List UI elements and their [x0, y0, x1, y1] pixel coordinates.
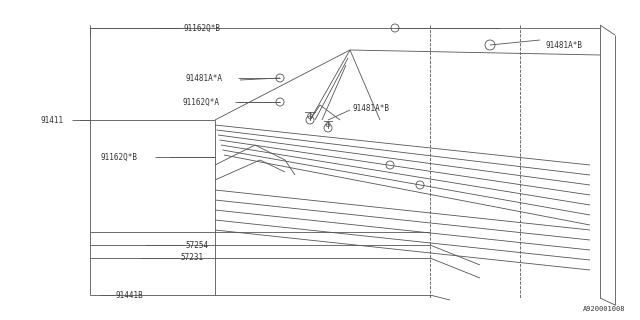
Text: 91441B: 91441B [115, 291, 143, 300]
Text: 57254: 57254 [185, 241, 208, 250]
Text: 91162Q*A: 91162Q*A [182, 98, 219, 107]
Text: 57231: 57231 [180, 253, 203, 262]
Text: A920001008: A920001008 [582, 306, 625, 312]
Text: 91481A*A: 91481A*A [185, 74, 222, 83]
Text: 91481A*B: 91481A*B [545, 41, 582, 50]
Text: 91481A*B: 91481A*B [352, 103, 389, 113]
Text: 91162Q*B: 91162Q*B [100, 153, 137, 162]
Text: 91162Q*B: 91162Q*B [183, 23, 220, 33]
Text: 91411: 91411 [40, 116, 63, 124]
